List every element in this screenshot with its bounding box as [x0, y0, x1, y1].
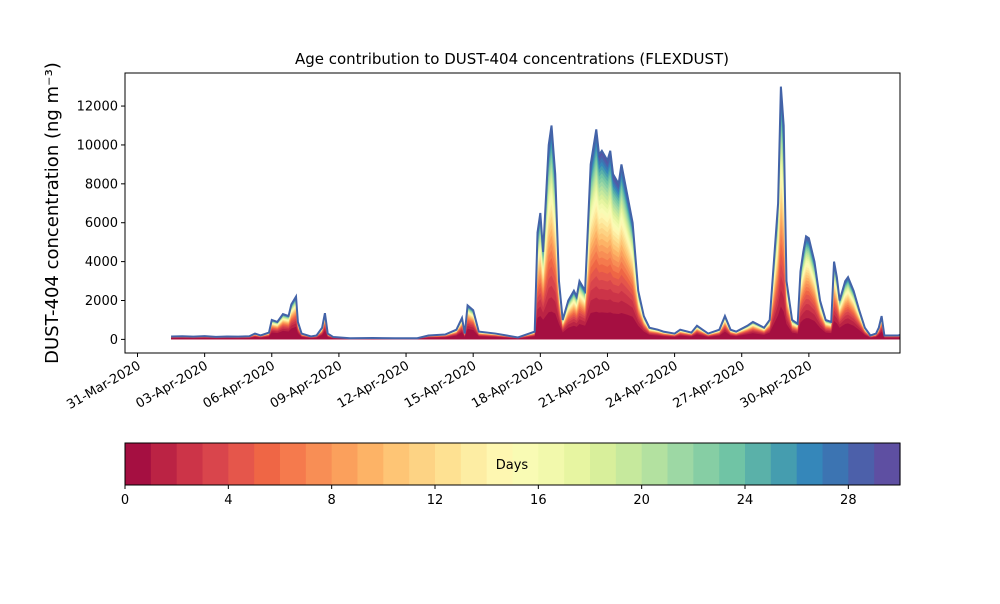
colorbar-swatch	[460, 443, 488, 485]
colorbar-swatch	[357, 443, 384, 485]
colorbar-tick-label: 24	[737, 493, 754, 508]
y-tick-label: 10000	[77, 138, 118, 153]
y-tick-label: 0	[110, 333, 118, 348]
x-tick-label: 31-Mar-2020	[64, 358, 143, 412]
colorbar-swatch	[331, 443, 359, 485]
colorbar-swatch	[176, 443, 204, 485]
x-tick-label: 21-Apr-2020	[536, 358, 613, 411]
colorbar-swatch	[590, 443, 617, 485]
colorbar-swatch	[125, 443, 152, 485]
colorbar-swatch	[796, 443, 824, 485]
colorbar-tick-label: 4	[224, 493, 232, 508]
colorbar-tick-label: 12	[427, 493, 444, 508]
colorbar-tick-label: 28	[840, 493, 857, 508]
age-band-10	[171, 200, 900, 340]
colorbar-swatch	[874, 443, 901, 485]
colorbar-swatch	[202, 443, 229, 485]
colorbar-swatch	[538, 443, 565, 485]
colorbar: 0 4 8 12 16 20 24 28	[121, 442, 901, 508]
colorbar-swatch	[280, 443, 307, 485]
colorbar-swatch	[719, 443, 746, 485]
colorbar-swatch	[305, 443, 333, 485]
colorbar-swatch	[228, 443, 255, 485]
y-tick-label: 12000	[77, 100, 118, 115]
colorbar-swatch	[745, 443, 772, 485]
colorbar-tick-label: 8	[328, 493, 336, 508]
colorbar-swatch	[770, 443, 798, 485]
plot-frame	[124, 72, 901, 354]
colorbar-swatch	[848, 443, 875, 485]
total-concentration-line	[171, 86, 900, 340]
y-tick-label: 8000	[85, 177, 118, 192]
colorbar-swatch	[435, 443, 462, 485]
colorbar-swatch	[150, 443, 178, 485]
age-band-0	[171, 306, 900, 340]
colorbar-swatch	[383, 443, 410, 485]
x-tick-label: 09-Apr-2020	[268, 358, 345, 411]
colorbar-swatch	[254, 443, 281, 485]
colorbar-swatch	[693, 443, 720, 485]
x-tick-label: 27-Apr-2020	[671, 358, 748, 411]
colorbar-label: Days	[496, 458, 529, 473]
colorbar-swatch	[486, 443, 514, 485]
colorbar-swatch	[615, 443, 643, 485]
colorbar-frame	[124, 442, 901, 486]
colorbar-tick-label: 16	[530, 493, 547, 508]
x-tick-label: 03-Apr-2020	[134, 358, 211, 411]
x-tick-label: 24-Apr-2020	[603, 358, 680, 411]
y-axis: 0 2000 4000 6000 8000 10000 12000	[77, 100, 125, 348]
total-line-layer	[171, 86, 900, 340]
colorbar-swatch	[564, 443, 591, 485]
x-tick-label: 12-Apr-2020	[335, 358, 412, 411]
chart-title: Age contribution to DUST-404 concentrati…	[295, 50, 729, 68]
colorbar-swatch	[409, 443, 436, 485]
y-tick-label: 4000	[85, 255, 118, 270]
colorbar-tick-label: 20	[633, 493, 650, 508]
x-tick-label: 15-Apr-2020	[402, 358, 479, 411]
x-axis: 31-Mar-202003-Apr-202006-Apr-202009-Apr-…	[64, 353, 815, 413]
colorbar-tick-label: 0	[121, 493, 129, 508]
colorbar-swatch	[822, 443, 849, 485]
y-tick-label: 2000	[85, 294, 118, 309]
y-tick-label: 6000	[85, 216, 118, 231]
y-axis-label: DUST-404 concentration (ng m⁻³)	[42, 62, 63, 364]
x-tick-label: 18-Apr-2020	[469, 358, 546, 411]
x-tick-label: 06-Apr-2020	[201, 358, 278, 411]
colorbar-swatch	[641, 443, 669, 485]
colorbar-swatch	[512, 443, 539, 485]
x-tick-label: 30-Apr-2020	[738, 358, 815, 411]
colorbar-swatch	[667, 443, 694, 485]
